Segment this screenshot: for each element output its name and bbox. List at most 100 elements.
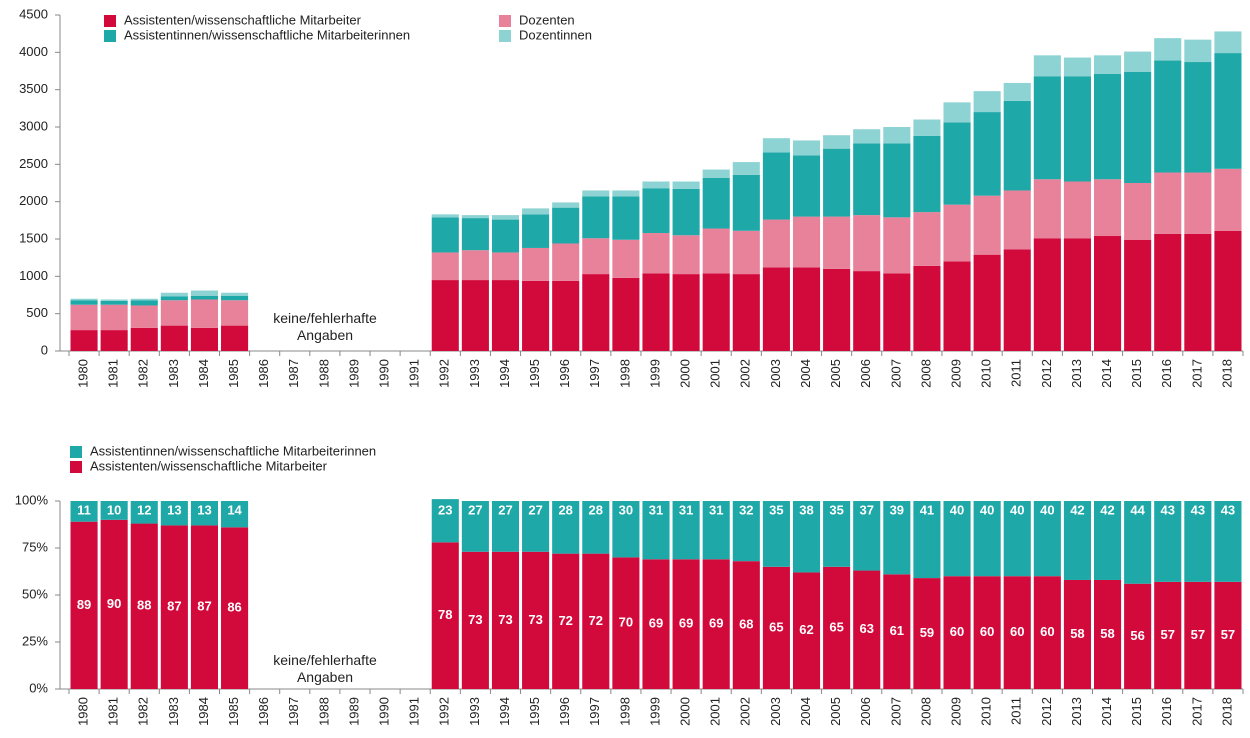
bar-segment <box>913 119 941 136</box>
x-tick-label: 1981 <box>106 359 121 388</box>
bar-segment <box>702 228 730 274</box>
bar-segment <box>973 91 1001 113</box>
data-label: 56 <box>1130 628 1144 643</box>
bar-segment <box>190 295 219 300</box>
bar-segment <box>1184 172 1212 234</box>
data-label: 69 <box>709 616 723 631</box>
y-tick-label: 50% <box>22 586 48 601</box>
x-tick-label: 1991 <box>407 359 422 388</box>
bar-segment <box>612 277 640 351</box>
data-label: 68 <box>739 617 753 632</box>
bar-segment <box>973 195 1001 255</box>
x-tick-label: 2013 <box>1069 359 1084 388</box>
x-tick-label: 2006 <box>858 359 873 388</box>
data-label: 40 <box>1040 502 1054 517</box>
bar-segment <box>70 300 98 305</box>
data-label: 57 <box>1161 627 1175 642</box>
bar-segment <box>732 162 760 175</box>
legend-marker <box>70 461 82 473</box>
data-label: 59 <box>920 625 934 640</box>
bar-segment <box>973 254 1001 351</box>
bar-segment <box>762 566 790 689</box>
y-tick-label: 75% <box>22 539 48 554</box>
bar-segment <box>702 501 730 560</box>
bar-segment <box>1124 583 1152 689</box>
x-tick-label: 1985 <box>226 697 241 726</box>
bar-segment <box>70 501 98 522</box>
bar-segment <box>1154 581 1182 689</box>
bar-segment <box>1124 183 1152 240</box>
y-tick-label: 0% <box>29 680 48 695</box>
bar-segment <box>642 501 670 560</box>
bar-segment <box>973 501 1001 577</box>
bar-segment <box>762 219 790 268</box>
x-tick-label: 2000 <box>678 697 693 726</box>
x-tick-label: 2016 <box>1159 697 1174 726</box>
data-label: 69 <box>649 616 663 631</box>
bar-segment <box>491 219 520 253</box>
bar-segment <box>582 501 610 554</box>
bar-segment <box>913 578 941 689</box>
bar-segment <box>913 135 941 213</box>
bar-segment <box>853 570 881 689</box>
bar-segment <box>190 290 219 296</box>
bar-segment <box>943 576 971 689</box>
bar-segment <box>221 325 249 351</box>
data-label: 73 <box>468 612 482 627</box>
data-label: 23 <box>438 502 452 517</box>
x-tick-label: 1987 <box>286 359 301 388</box>
data-label: 31 <box>649 502 663 517</box>
x-tick-label: 1990 <box>377 359 392 388</box>
x-tick-label: 1983 <box>166 697 181 726</box>
bar-segment <box>1124 71 1152 183</box>
bar-segment <box>70 304 98 331</box>
data-label: 43 <box>1191 502 1205 517</box>
data-label: 70 <box>619 615 633 630</box>
bar-segment <box>702 273 730 351</box>
bar-segment <box>552 280 580 351</box>
bar-segment <box>221 300 249 326</box>
bar-segment <box>461 280 489 351</box>
bar-segment <box>461 215 489 219</box>
data-label: 58 <box>1070 626 1084 641</box>
x-tick-label: 1992 <box>437 359 452 388</box>
data-label: 27 <box>528 502 542 517</box>
x-tick-label: 1982 <box>136 697 151 726</box>
x-tick-label: 2004 <box>798 697 813 726</box>
bar-segment <box>823 268 851 351</box>
data-label: 60 <box>1010 624 1024 639</box>
bar-segment <box>672 181 700 189</box>
bar-segment <box>883 127 911 144</box>
x-tick-label: 2007 <box>888 359 903 388</box>
data-label: 86 <box>227 600 241 615</box>
data-label: 11 <box>77 502 91 517</box>
x-tick-label: 2014 <box>1099 697 1114 726</box>
bar-segment <box>491 501 520 552</box>
x-tick-label: 1992 <box>437 697 452 726</box>
data-label: 73 <box>528 612 542 627</box>
data-label: 44 <box>1130 502 1145 517</box>
legend-marker <box>499 30 511 42</box>
bar-segment <box>552 553 580 689</box>
bar-segment <box>732 561 760 689</box>
bar-segment <box>70 521 98 689</box>
y-tick-label: 3500 <box>19 81 48 96</box>
bar-segment <box>853 501 881 571</box>
bar-segment <box>431 217 459 253</box>
x-tick-label: 2008 <box>918 359 933 388</box>
x-tick-label: 1999 <box>647 697 662 726</box>
bar-segment <box>431 280 459 351</box>
x-tick-label: 1982 <box>136 359 151 388</box>
bar-segment <box>642 188 670 234</box>
data-label: 60 <box>980 624 994 639</box>
bar-segment <box>792 155 821 217</box>
bar-segment <box>1093 73 1122 180</box>
x-tick-label: 1987 <box>286 697 301 726</box>
bar-segment <box>1003 100 1031 191</box>
bar-segment <box>732 501 760 562</box>
data-label: 42 <box>1100 502 1114 517</box>
bar-segment <box>973 112 1001 196</box>
legend-marker <box>104 15 116 27</box>
bar-segment <box>1063 57 1091 77</box>
bar-segment <box>762 138 790 153</box>
